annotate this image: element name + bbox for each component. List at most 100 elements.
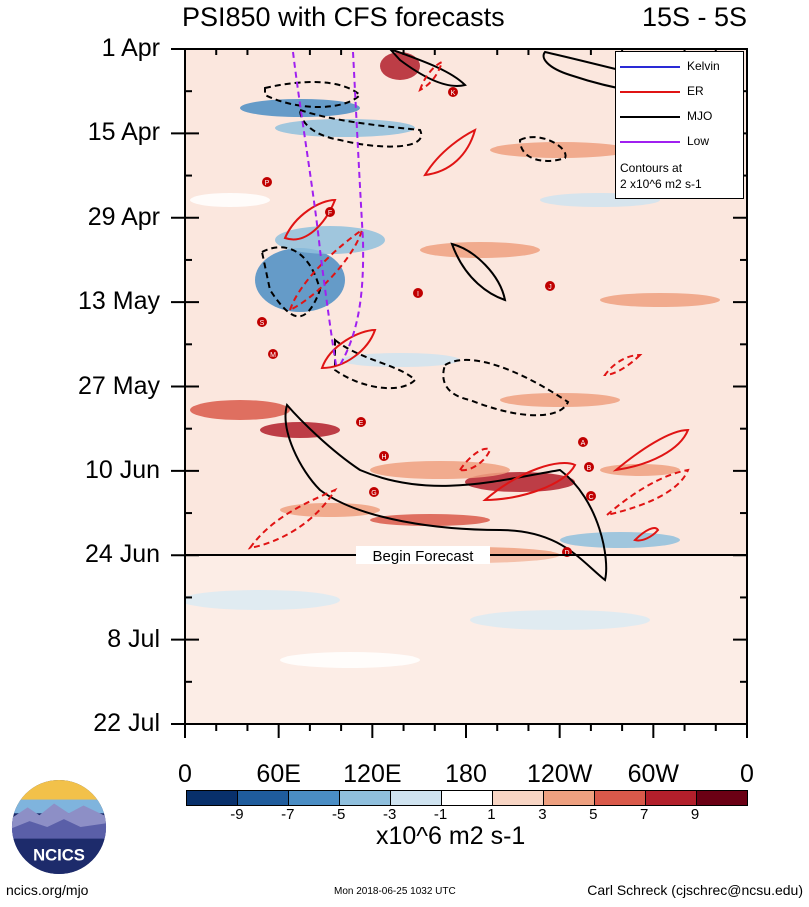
cyclone-marker-dot (268, 349, 278, 359)
colorbar-swatch (187, 791, 238, 805)
x-tick-label: 0 (178, 760, 192, 788)
colorbar-swatch (442, 791, 493, 805)
cyclone-marker: F (325, 207, 335, 217)
cyclone-marker-dot (257, 317, 267, 327)
cyclone-marker-label: F (328, 210, 332, 217)
colorbar-swatch (340, 791, 391, 805)
y-tick-label: 15 Apr (87, 118, 160, 147)
cyclone-marker-label: C (588, 494, 593, 501)
field-anomaly (275, 119, 415, 137)
contours-note: Contours at 2 x10^6 m2 s-1 (620, 160, 702, 192)
cyclone-marker-dot (586, 491, 596, 501)
cyclone-marker-dot (325, 207, 335, 217)
cyclone-marker: E (356, 417, 366, 427)
cyclone-marker-dot (448, 87, 458, 97)
legend-mjo-label: MJO (687, 109, 713, 123)
y-tick-label: 1 Apr (101, 34, 160, 62)
axis-ticks (171, 48, 748, 738)
x-tick-label: 120W (527, 760, 593, 788)
chart-region: 15S - 5S (641, 2, 747, 32)
colorbar-swatch (289, 791, 340, 805)
cyclone-marker-dot (578, 437, 588, 447)
y-tick-label: 24 Jun (84, 540, 160, 569)
colorbar-level-label: 7 (640, 806, 649, 823)
cyclone-marker: P (262, 177, 272, 187)
contours-note-line1: Contours at (620, 161, 683, 175)
contour-er (423, 128, 477, 177)
cyclone-marker: J (545, 281, 555, 291)
begin-forecast-label: Begin Forecast (373, 548, 475, 565)
y-tick-label: 10 Jun (84, 455, 160, 484)
cyclone-marker: I (413, 288, 423, 298)
colorbar-swatch (493, 791, 544, 805)
contour-er (606, 468, 690, 516)
colorbar-level-label: 5 (589, 806, 598, 823)
contour-er (283, 198, 337, 241)
contour-low (339, 51, 365, 366)
colorbar-level-label: 1 (487, 806, 496, 823)
contour-mjo (442, 358, 570, 417)
contour-mjo (450, 242, 507, 302)
colorbar-units: x10^6 m2 s-1 (376, 822, 526, 850)
y-tick-label: 29 Apr (87, 202, 160, 231)
legend: Kelvin ER MJO Low Contours at 2 x10^6 m2… (615, 51, 744, 199)
cyclone-marker-label: D (564, 550, 569, 557)
field-anomaly (280, 503, 380, 517)
colorbar-swatch (391, 791, 442, 805)
y-tick-label: 13 May (78, 287, 160, 316)
field-anomaly (560, 532, 680, 548)
cyclone-marker-label: K (451, 90, 456, 97)
field-anomaly (500, 393, 620, 407)
contour-er (288, 227, 364, 312)
x-tick-label: 60W (627, 760, 680, 788)
contour-er (603, 353, 643, 377)
colorbar-swatch (544, 791, 595, 805)
y-tick-label: 22 Jul (93, 709, 160, 737)
cyclone-marker-label: S (260, 320, 265, 327)
cyclone-marker-label: B (587, 465, 592, 472)
cyclone-marker: C (586, 491, 596, 501)
legend-low-line (620, 141, 680, 143)
y-tick-label: 8 Jul (107, 624, 160, 653)
cyclone-marker-dot (584, 462, 594, 472)
contour-mjo (389, 49, 467, 87)
x-tick-label: 180 (445, 760, 487, 788)
field-anomaly (370, 514, 490, 526)
cyclone-marker: M (268, 349, 278, 359)
cyclone-marker-label: H (381, 454, 386, 461)
cyclone-marker-label: G (371, 490, 376, 497)
cyclone-marker: S (257, 317, 267, 327)
colorbar-level-label: -3 (382, 806, 397, 823)
field-anomaly (255, 248, 345, 312)
begin-forecast-label-bg (356, 546, 490, 564)
contour-layer (247, 49, 702, 582)
cyclone-marker-label: M (270, 352, 276, 359)
colorbar-level-label: 3 (538, 806, 547, 823)
colorbar-level-label: -9 (230, 806, 244, 823)
contour-mjo (334, 337, 417, 390)
field-anomaly (370, 461, 510, 479)
field-anomaly (380, 52, 420, 80)
legend-er-line (620, 91, 680, 93)
cyclone-marker-label: A (581, 440, 586, 447)
cyclone-marker: G (369, 487, 379, 497)
cyclone-marker: A (578, 437, 588, 447)
legend-mjo-line (620, 116, 680, 118)
contour-low (292, 51, 337, 366)
colorbar-level-label: -5 (332, 806, 346, 823)
cyclone-marker: H (379, 451, 389, 461)
cyclone-markers: K F J I S M E A B C G D H P (257, 87, 596, 557)
colorbar-swatch (697, 791, 747, 805)
colorbar-level-label: -7 (281, 806, 295, 823)
chart-title: PSI850 with CFS forecasts (182, 2, 505, 32)
cyclone-marker: B (584, 462, 594, 472)
cyclone-marker-label: E (359, 420, 364, 427)
cyclone-marker-label: J (548, 284, 552, 291)
contours-note-line2: 2 x10^6 m2 s-1 (620, 177, 702, 191)
x-tick-label: 120E (343, 760, 402, 788)
cyclone-marker-dot (379, 451, 389, 461)
contour-mjo (298, 108, 423, 148)
cyclone-marker: K (448, 87, 458, 97)
colorbar-swatch (595, 791, 646, 805)
contour-mjo (518, 136, 567, 162)
